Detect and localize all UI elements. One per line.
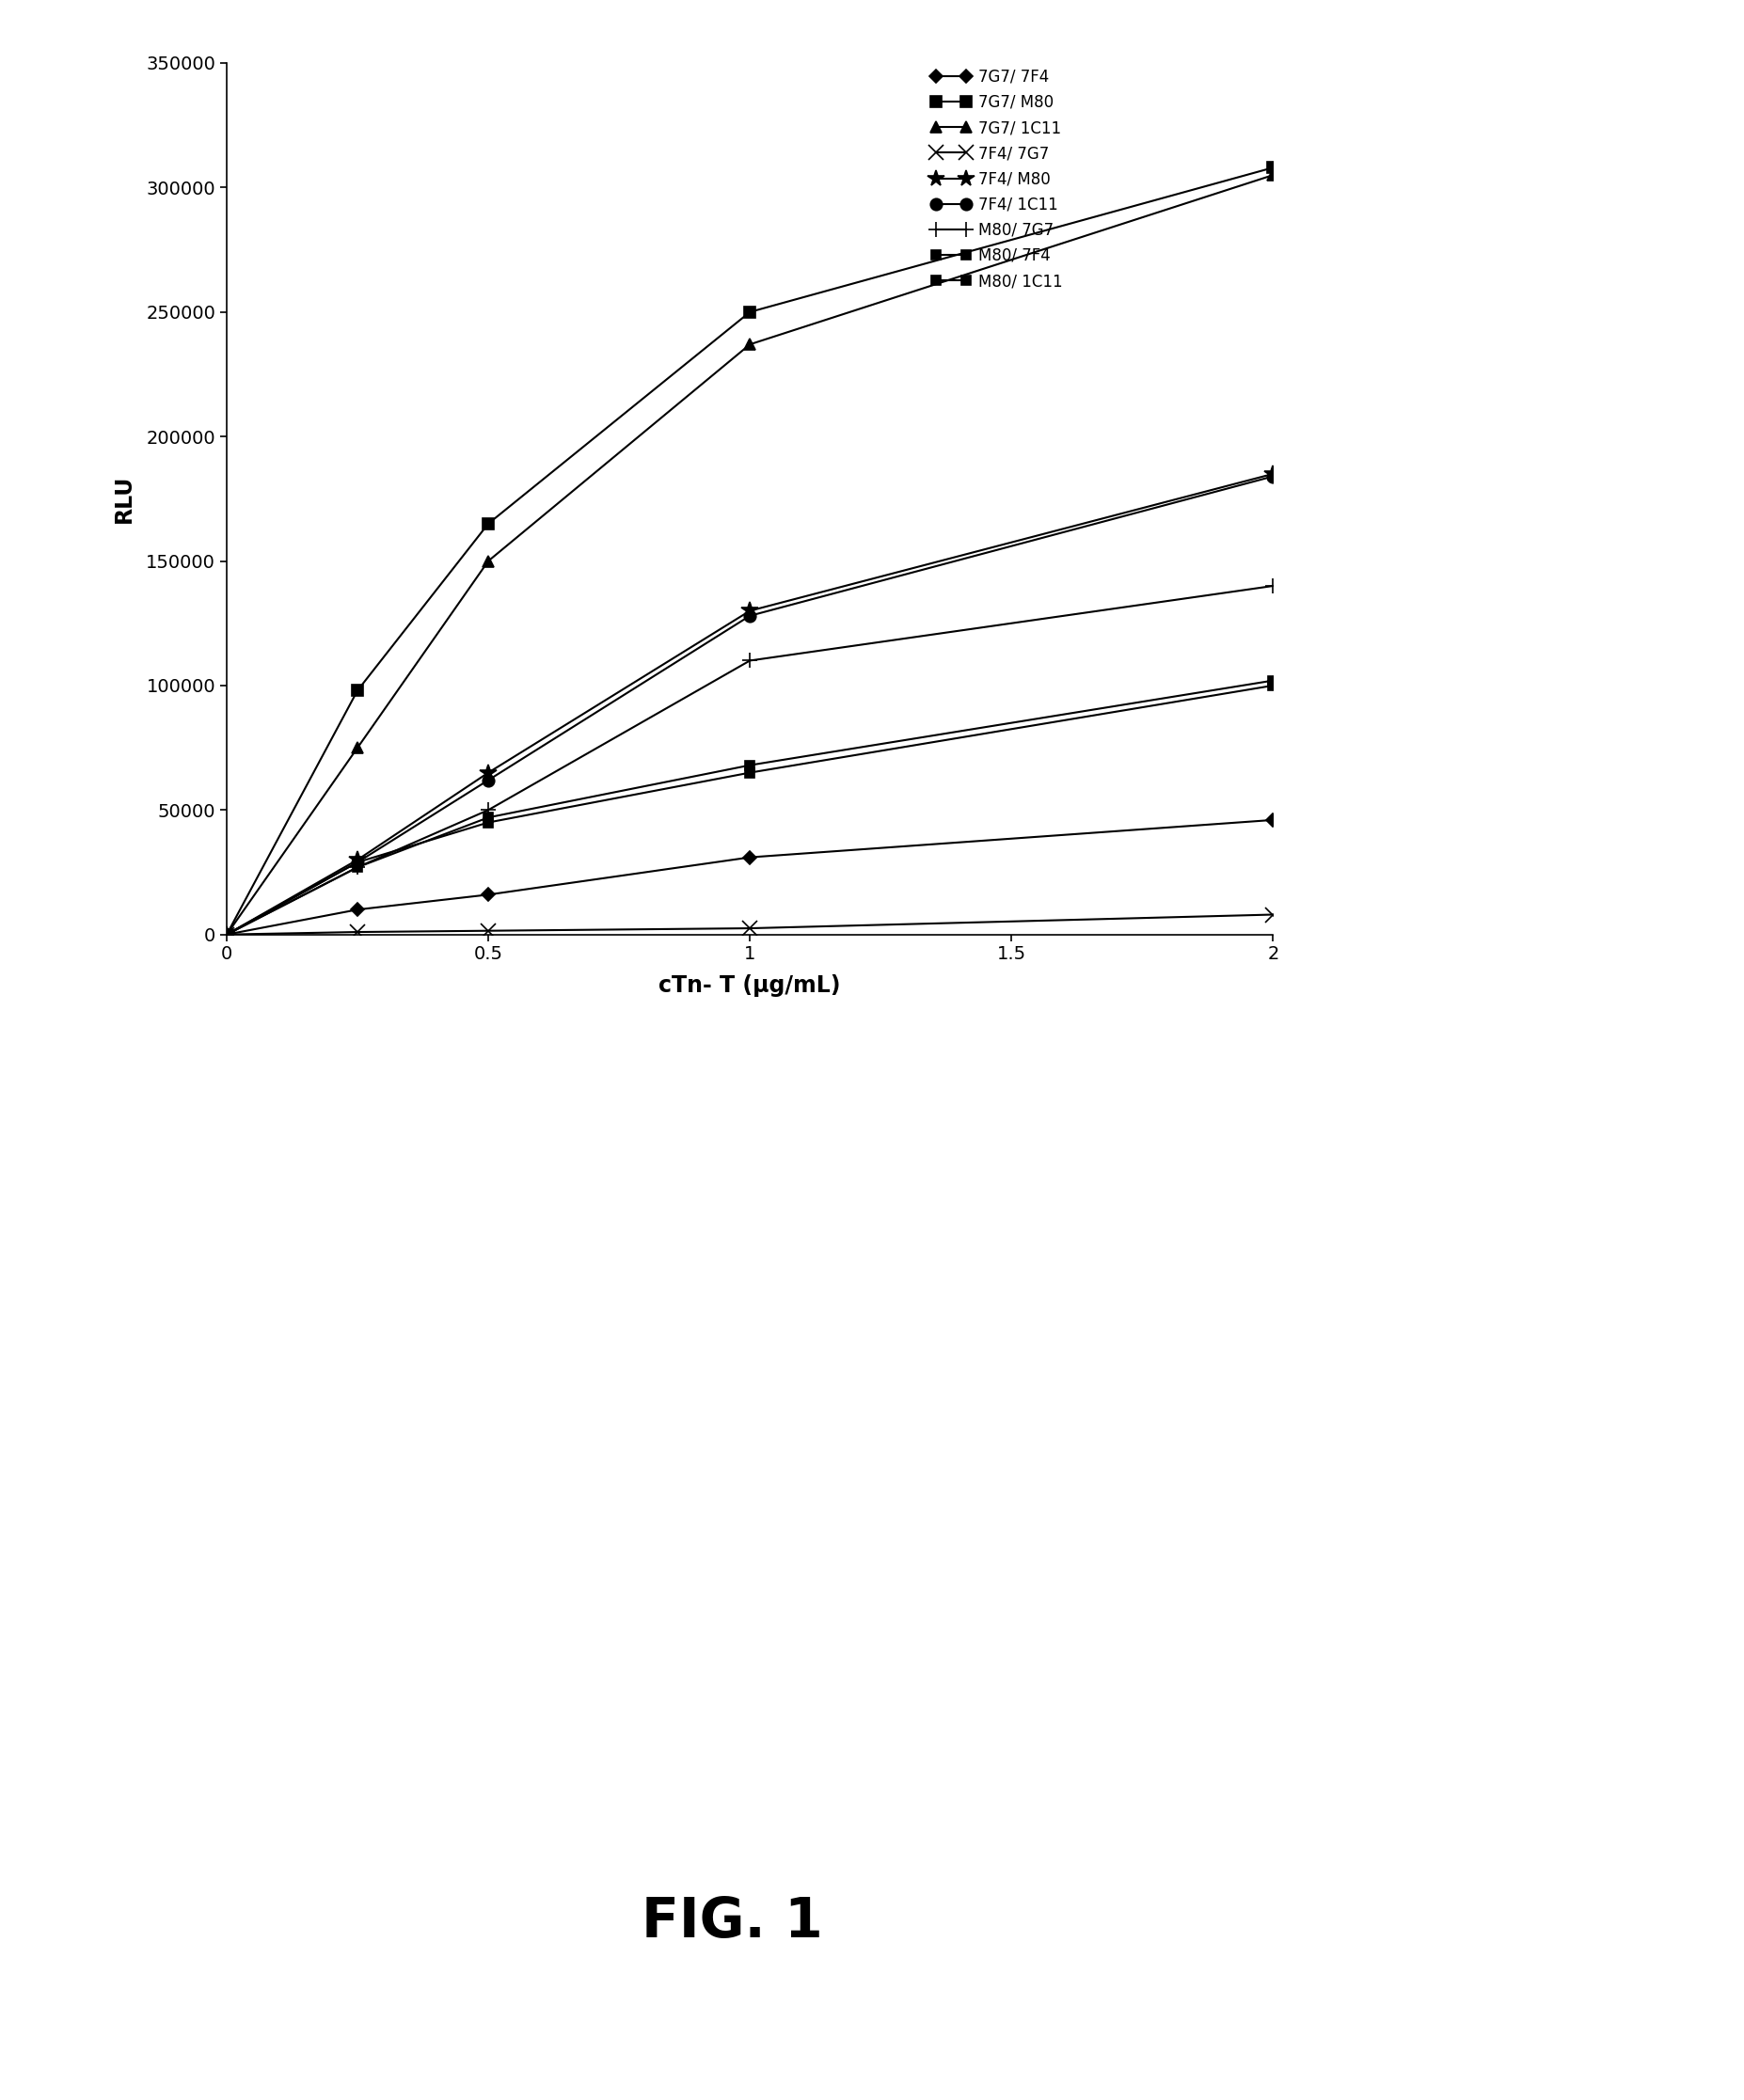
7G7/ M80 [216, 922, 237, 947]
Legend: 7G7/ 7F4, 7G7/ M80, 7G7/ 1C11, 7F4/ 7G7, 7F4/ M80, 7F4/ 1C11, M80/ 7G7, M80/ 7F4: 7G7/ 7F4, 7G7/ M80, 7G7/ 1C11, 7F4/ 7G7,… [924, 63, 1069, 296]
7F4/ 7G7 [216, 922, 237, 947]
7F4/ 1C11 [739, 603, 760, 628]
Line: 7F4/ M80: 7F4/ M80 [218, 466, 1282, 943]
M80/ 7F4 [1263, 668, 1284, 693]
7F4/ M80 [1263, 462, 1284, 487]
7F4/ 7G7 [347, 920, 368, 945]
M80/ 7F4 [347, 855, 368, 880]
7G7/ 7F4 [216, 922, 237, 947]
Line: 7F4/ 7G7: 7F4/ 7G7 [220, 907, 1280, 941]
Line: 7G7/ 7F4: 7G7/ 7F4 [221, 815, 1278, 939]
7G7/ 7F4 [1263, 806, 1284, 832]
7G7/ M80 [1263, 155, 1284, 181]
7G7/ 7F4 [347, 897, 368, 922]
7F4/ 1C11 [216, 922, 237, 947]
7G7/ M80 [347, 678, 368, 704]
7G7/ 7F4 [739, 844, 760, 869]
Line: 7F4/ 1C11: 7F4/ 1C11 [221, 470, 1278, 941]
M80/ 7F4 [216, 922, 237, 947]
Text: FIG. 1: FIG. 1 [642, 1894, 823, 1949]
M80/ 1C11 [347, 850, 368, 876]
Line: 7G7/ M80: 7G7/ M80 [221, 162, 1278, 941]
M80/ 1C11 [216, 922, 237, 947]
7F4/ 7G7 [739, 916, 760, 941]
7G7/ 1C11 [1263, 162, 1284, 187]
M80/ 7G7 [478, 798, 499, 823]
M80/ 1C11 [478, 811, 499, 836]
7F4/ 1C11 [1263, 464, 1284, 489]
Line: M80/ 7F4: M80/ 7F4 [221, 676, 1278, 939]
7G7/ 1C11 [347, 735, 368, 760]
7G7/ 1C11 [478, 548, 499, 573]
7F4/ 1C11 [347, 850, 368, 876]
7F4/ M80 [216, 922, 237, 947]
7G7/ 7F4 [478, 882, 499, 907]
M80/ 1C11 [1263, 672, 1284, 697]
M80/ 7F4 [739, 752, 760, 777]
Y-axis label: RLU: RLU [113, 475, 136, 523]
M80/ 7G7 [739, 649, 760, 674]
M80/ 7F4 [478, 804, 499, 830]
7F4/ M80 [739, 598, 760, 624]
M80/ 1C11 [739, 760, 760, 785]
7F4/ M80 [478, 760, 499, 785]
7F4/ 7G7 [478, 918, 499, 943]
Line: M80/ 7G7: M80/ 7G7 [220, 578, 1280, 943]
X-axis label: cTn- T (µg/mL): cTn- T (µg/mL) [659, 974, 841, 998]
7F4/ 1C11 [478, 766, 499, 792]
Line: 7G7/ 1C11: 7G7/ 1C11 [221, 170, 1278, 941]
M80/ 7G7 [216, 922, 237, 947]
Line: M80/ 1C11: M80/ 1C11 [221, 680, 1278, 939]
7G7/ 1C11 [216, 922, 237, 947]
7G7/ M80 [478, 510, 499, 536]
M80/ 7G7 [347, 855, 368, 880]
7F4/ 7G7 [1263, 903, 1284, 928]
7G7/ 1C11 [739, 332, 760, 357]
7F4/ M80 [347, 846, 368, 872]
7G7/ M80 [739, 300, 760, 326]
M80/ 7G7 [1263, 573, 1284, 598]
